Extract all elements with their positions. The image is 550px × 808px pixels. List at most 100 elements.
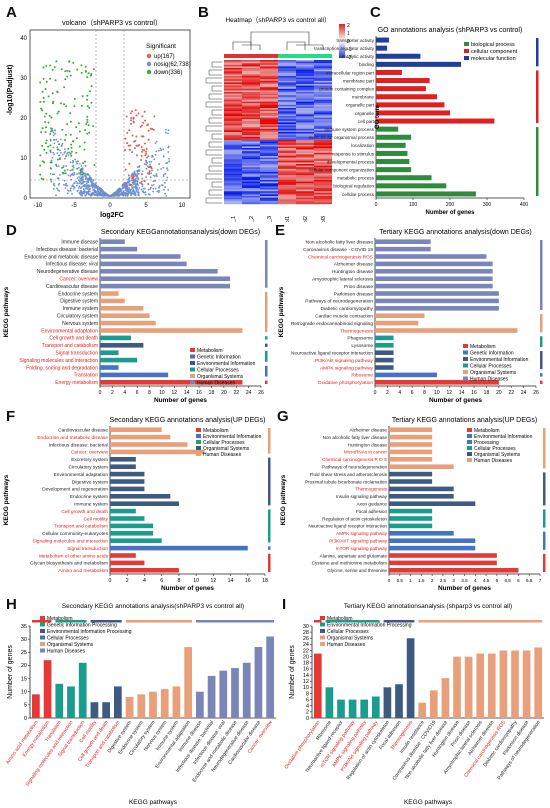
bar-category-label: Digestive system xyxy=(72,479,108,485)
heatmap-cell xyxy=(278,64,296,67)
volcano-point-up xyxy=(147,138,150,141)
volcano-point-up xyxy=(135,144,138,147)
heatmap-cell xyxy=(260,127,278,129)
heatmap-cell xyxy=(314,117,332,120)
volcano-point-down xyxy=(43,148,46,151)
heatmap-cell xyxy=(260,106,278,109)
x-tick-label: 4 xyxy=(123,390,126,396)
dendrogram-branch xyxy=(211,133,222,140)
y-tick-label: 20 xyxy=(21,663,27,669)
group-bracket xyxy=(265,240,268,288)
bar-category-label: Neuroactive ligand receptor interaction xyxy=(308,524,387,529)
heatmap-cell xyxy=(278,199,296,201)
heatmap-cell xyxy=(314,93,332,96)
legend-swatch xyxy=(196,446,201,450)
heatmap-cell xyxy=(296,143,314,145)
y-tick-label: 4 xyxy=(306,704,309,710)
group-bracket xyxy=(543,509,546,528)
volcano-point-down xyxy=(90,73,93,75)
heatmap-sample-labels: shP3_1shP3_2shP3_3control1control2contro… xyxy=(231,216,327,222)
volcano-point-down xyxy=(77,122,80,125)
bar-category-label: developmental process xyxy=(327,159,375,164)
bar-category-label: Immune system xyxy=(63,306,98,312)
heatmap-cell xyxy=(260,92,278,94)
heatmap-cell xyxy=(296,160,314,163)
bar xyxy=(78,662,87,718)
heatmap-cell xyxy=(260,189,278,192)
bar xyxy=(389,464,454,469)
heatmap-cell xyxy=(314,119,332,121)
volcano-point-down xyxy=(84,70,87,73)
volcano-point-up xyxy=(135,135,138,138)
volcano-point-nosig xyxy=(156,190,159,193)
volcano-point-nosig xyxy=(131,186,134,189)
x-tick-label: 24 xyxy=(521,390,527,396)
bar-category-label: Endocrine and metabolic disease xyxy=(37,435,108,441)
volcano-point-nosig xyxy=(118,190,121,192)
volcano-point-nosig xyxy=(69,187,72,190)
x-tick-label: 24 xyxy=(246,390,252,396)
volcano-point-up xyxy=(131,134,134,137)
bar-category-label: Fluid shear stress and atherosclerosis xyxy=(310,472,388,477)
bar xyxy=(375,239,431,244)
heatmap-cell xyxy=(242,162,260,165)
heatmap-cell xyxy=(296,167,314,169)
volcano-point-down xyxy=(56,90,59,93)
heatmap-cell xyxy=(278,66,296,69)
heatmap-cell xyxy=(296,104,314,107)
heatmap-cell xyxy=(296,77,314,80)
volcano-point-nosig xyxy=(124,185,127,188)
legend-label: Cellular Processes xyxy=(470,364,512,370)
volcano-point-nosig xyxy=(151,184,153,187)
bar xyxy=(395,684,403,718)
heatmap-cell xyxy=(260,74,278,77)
volcano-point-nosig xyxy=(140,188,143,191)
heatmap-cell xyxy=(242,154,260,157)
heatmap-cell xyxy=(278,146,296,149)
x-tick-label: 7 xyxy=(539,578,542,583)
volcano-point-up xyxy=(128,162,131,165)
bar-category-label: Endocrine and metabolic disease xyxy=(24,254,98,260)
bar-category-label: Amino acid metabolism xyxy=(58,568,108,574)
heatmap-cell xyxy=(314,133,332,136)
heatmap-group-bar-control xyxy=(278,54,332,58)
bar xyxy=(110,442,188,447)
volcano-point-down xyxy=(62,171,64,174)
heatmap-cell xyxy=(314,202,332,205)
heatmap-cell xyxy=(260,125,278,128)
heatmap-cell xyxy=(296,162,314,165)
legend-label: Genetic Information xyxy=(470,351,514,357)
volcano-point-down xyxy=(56,148,59,151)
heatmap-cell xyxy=(224,120,242,123)
bar xyxy=(389,568,519,573)
volcano-point-up xyxy=(139,125,142,128)
heatmap-cell xyxy=(314,173,332,176)
dendrogram-branch xyxy=(208,117,222,124)
bar xyxy=(389,434,433,440)
legend-label: Environmental Information Processing xyxy=(327,623,412,629)
volcano-point-nosig xyxy=(166,167,169,170)
volcano-legend-up: up(167) xyxy=(154,54,175,60)
legend-swatch xyxy=(40,648,45,653)
heatmap-cell xyxy=(224,157,242,160)
volcano-point-nosig xyxy=(82,191,84,194)
y-tick-label: 10 xyxy=(21,690,27,696)
bar xyxy=(90,702,99,718)
heatmap-cell xyxy=(296,90,314,93)
heatmap-cell xyxy=(278,162,296,165)
heatmap-cell xyxy=(314,135,332,137)
heatmap-cell xyxy=(278,100,296,102)
volcano-point-nosig xyxy=(51,156,54,159)
heatmap-cell xyxy=(296,149,314,152)
volcano-point-up xyxy=(141,135,144,138)
heatmap-cell xyxy=(296,80,314,83)
volcano-point-nosig xyxy=(81,175,84,178)
heatmap-cell xyxy=(278,170,296,173)
heatmap-cell xyxy=(242,90,260,93)
heatmap-cell xyxy=(242,196,260,198)
volcano-point-down xyxy=(69,120,72,123)
group-bracket xyxy=(543,553,546,572)
bar-category-label: membrane xyxy=(352,95,374,100)
bar-category-label: Energy metabolism xyxy=(55,380,98,386)
volcano-point-nosig xyxy=(135,180,138,182)
